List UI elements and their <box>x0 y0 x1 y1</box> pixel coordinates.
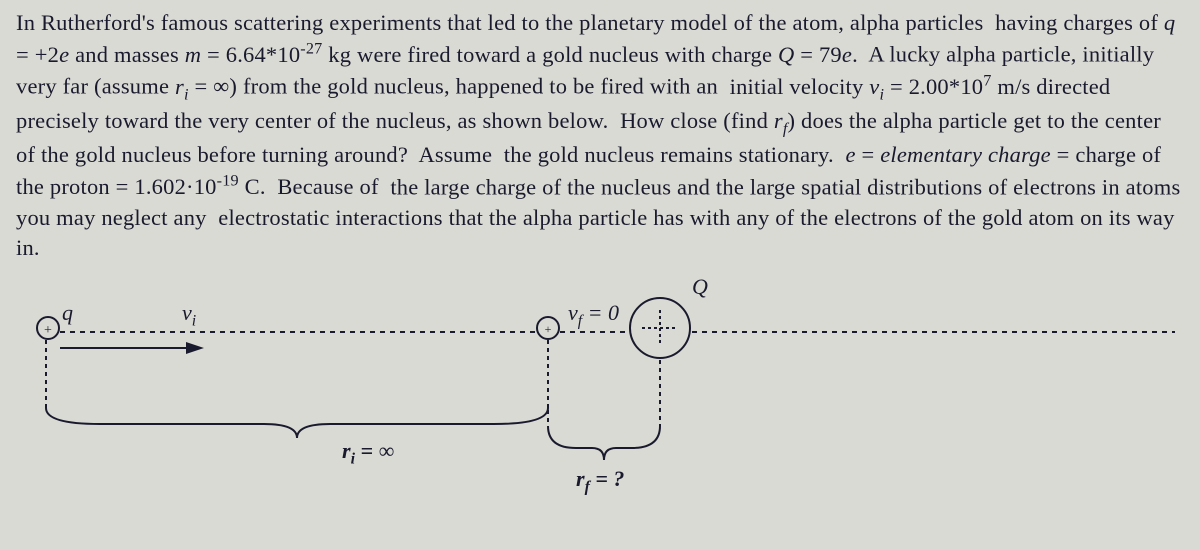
line-1: In Rutherford's famous scattering experi… <box>16 10 989 35</box>
ri-curly-bracket <box>46 408 548 438</box>
plus-icon-final: + <box>545 322 552 336</box>
q-label: q <box>62 300 73 326</box>
scattering-diagram: + + q vi vf = 0 Q ri = ∞ rf = ? <box>0 270 1200 530</box>
Q-label: Q <box>692 274 708 300</box>
ri-label: ri = ∞ <box>342 438 394 468</box>
problem-text: In Rutherford's famous scattering experi… <box>0 0 1200 263</box>
velocity-arrowhead-icon <box>186 342 204 354</box>
vi-label: vi <box>182 300 196 330</box>
rf-curly-bracket <box>548 426 660 460</box>
vf-label: vf = 0 <box>568 300 619 330</box>
plus-icon: + <box>44 323 52 338</box>
rf-label: rf = ? <box>576 466 624 496</box>
